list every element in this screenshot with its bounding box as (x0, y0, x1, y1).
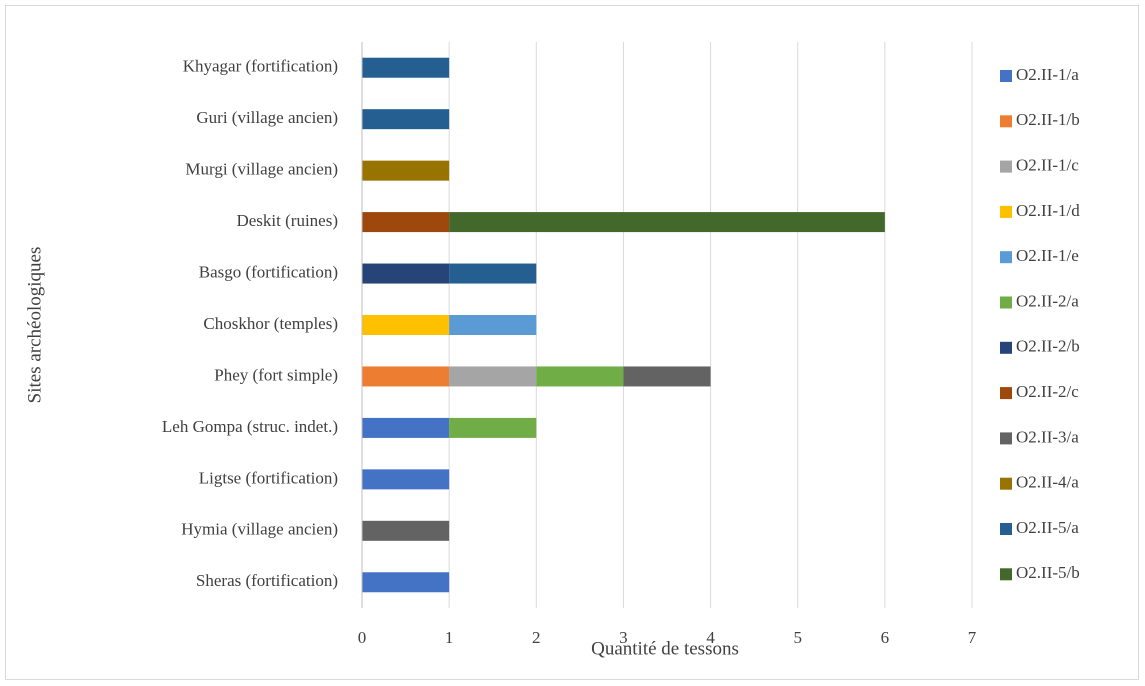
bar-segment (623, 366, 711, 387)
x-tick-label: 3 (619, 628, 628, 647)
y-tick-label: Khyagar (fortification) (183, 57, 338, 76)
bar-segment (536, 366, 624, 387)
x-tick-label: 5 (793, 628, 802, 647)
legend-label: O2.II-1/e (1016, 246, 1079, 265)
bar-segment (362, 366, 450, 387)
legend-swatch (1000, 477, 1012, 490)
y-tick-label: Phey (fort simple) (214, 365, 338, 384)
x-tick-label: 4 (706, 628, 715, 647)
bar-segment (362, 160, 450, 181)
legend-label: O2.II-1/d (1016, 201, 1080, 220)
legend-label: O2.II-1/c (1016, 156, 1079, 175)
bar-segment (449, 315, 537, 335)
y-tick-label: Guri (village ancien) (196, 108, 338, 127)
bar-segment (362, 263, 450, 284)
y-tick-label: Deskit (ruines) (236, 211, 338, 230)
y-tick-label: Sheras (fortification) (196, 571, 338, 590)
bar-segment (362, 315, 450, 335)
y-tick-label: Basgo (fortification) (199, 262, 338, 281)
bar-segment (449, 263, 537, 284)
legend-label: O2.II-5/b (1016, 563, 1080, 582)
legend-swatch (1000, 70, 1012, 82)
bar-segment (449, 417, 537, 438)
legend-label: O2.II-2/c (1016, 382, 1079, 401)
y-axis-title: Sites archéologiques (24, 247, 45, 404)
y-tick-label: Ligtse (fortification) (199, 468, 338, 487)
x-tick-label: 0 (358, 628, 367, 647)
legend-swatch (1000, 251, 1012, 264)
legend-label: O2.II-4/a (1016, 473, 1079, 492)
bar-segment (449, 212, 885, 233)
legend-swatch (1000, 296, 1012, 309)
bar-segment (362, 212, 450, 233)
legend-label: O2.II-5/a (1016, 518, 1079, 537)
legend-swatch (1000, 341, 1012, 354)
x-tick-label: 2 (532, 628, 541, 647)
legend-swatch (1000, 432, 1012, 445)
legend-label: O2.II-1/a (1016, 65, 1079, 84)
bar-segment (362, 417, 450, 438)
bar-segment (449, 366, 537, 387)
x-tick-label: 1 (445, 628, 454, 647)
bar-segment (362, 572, 450, 593)
bar-segment (362, 57, 450, 78)
x-tick-label: 7 (968, 628, 977, 647)
legend-swatch (1000, 205, 1012, 218)
legend-swatch (1000, 387, 1012, 400)
y-tick-label: Hymia (village ancien) (181, 520, 338, 539)
legend-label: O2.II-1/b (1016, 110, 1080, 129)
chart-border (5, 5, 1139, 680)
bar-segment (362, 109, 450, 130)
y-tick-label: Murgi (village ancien) (185, 160, 338, 179)
bar-segment (362, 520, 450, 541)
legend-swatch (1000, 568, 1012, 581)
x-axis-title: Quantité de tessons (591, 638, 739, 659)
y-tick-label: Leh Gompa (struc. indet.) (162, 417, 338, 436)
legend-swatch (1000, 115, 1012, 128)
legend-swatch (1000, 160, 1012, 173)
legend-label: O2.II-3/a (1016, 427, 1079, 446)
legend-swatch (1000, 523, 1012, 535)
bar-segment (362, 469, 450, 490)
legend-label: O2.II-2/b (1016, 337, 1080, 356)
x-tick-label: 6 (881, 628, 890, 647)
y-tick-label: Choskhor (temples) (203, 314, 338, 333)
legend-label: O2.II-2/a (1016, 291, 1079, 310)
